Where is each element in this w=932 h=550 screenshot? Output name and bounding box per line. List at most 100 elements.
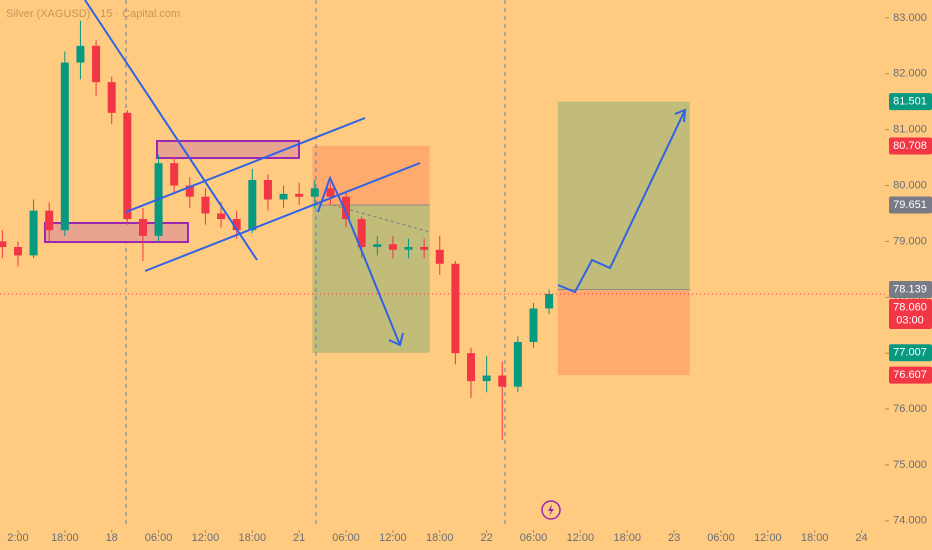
candle-body bbox=[357, 219, 366, 247]
x-tick-label: 18:00 bbox=[613, 532, 641, 544]
y-tick-label: 79.000 bbox=[893, 235, 927, 247]
candle-body bbox=[29, 210, 38, 256]
candle-body bbox=[217, 213, 226, 220]
candle-body bbox=[388, 244, 397, 250]
projection-arrow bbox=[317, 175, 401, 346]
x-tick-label: 06:00 bbox=[520, 532, 548, 544]
target-zone bbox=[312, 205, 430, 353]
x-tick-label: 12:00 bbox=[379, 532, 407, 544]
y-tick-label: 75.000 bbox=[893, 459, 927, 471]
price-tag-label: 77.007 bbox=[893, 347, 927, 359]
channel-line bbox=[144, 162, 421, 272]
chart-title: Silver (XAGUSD) · 15 · Capital.com bbox=[6, 8, 180, 20]
y-tick-label: 76.000 bbox=[893, 403, 927, 415]
x-tick-label: 06:00 bbox=[707, 532, 735, 544]
y-tick-label: 81.000 bbox=[893, 124, 927, 136]
price-tag-label: 80.708 bbox=[893, 140, 927, 152]
x-tick-label: 06:00 bbox=[145, 532, 173, 544]
arrow-head bbox=[674, 108, 687, 123]
y-tick-label: 82.000 bbox=[893, 68, 927, 80]
candle-body bbox=[513, 342, 522, 387]
x-tick-label: 12:00 bbox=[567, 532, 595, 544]
candle-body bbox=[13, 247, 22, 256]
candle-body bbox=[420, 247, 429, 250]
x-tick-label: 18:00 bbox=[801, 532, 829, 544]
x-tick-label: 22 bbox=[481, 532, 493, 544]
stop-zone bbox=[557, 289, 690, 376]
zone-box bbox=[44, 222, 189, 243]
candle-body bbox=[295, 193, 304, 197]
candle-body bbox=[373, 244, 382, 247]
x-tick-label: 12:00 bbox=[192, 532, 220, 544]
price-axis-bg bbox=[885, 0, 932, 550]
icon-bolt bbox=[548, 504, 554, 516]
candle-body bbox=[404, 247, 413, 250]
candle-body bbox=[435, 249, 444, 264]
candle-body bbox=[279, 193, 288, 200]
candle-body bbox=[342, 196, 351, 220]
x-tick-label: 18:00 bbox=[51, 532, 79, 544]
candle-body bbox=[545, 293, 554, 309]
price-tag-label: 78.139 bbox=[893, 283, 927, 295]
arrow-head bbox=[388, 332, 404, 347]
y-tick-label: 83.000 bbox=[893, 12, 927, 24]
candle-body bbox=[529, 308, 538, 342]
y-tick-label: 74.000 bbox=[893, 515, 927, 527]
candle-body bbox=[451, 263, 460, 354]
x-tick-label: 18 bbox=[106, 532, 118, 544]
x-tick-label: 2:00 bbox=[7, 532, 28, 544]
candle-body bbox=[467, 353, 476, 382]
candle-body bbox=[263, 179, 272, 200]
price-tag bbox=[889, 137, 932, 155]
candle-body bbox=[60, 62, 69, 231]
lightning-icon bbox=[541, 500, 561, 520]
countdown-label: 03:00 bbox=[896, 314, 924, 326]
x-tick-label: 21 bbox=[293, 532, 305, 544]
price-tag bbox=[889, 366, 932, 384]
y-tick-label: 80.000 bbox=[893, 179, 927, 191]
price-tag bbox=[889, 93, 932, 111]
projection-arrow bbox=[557, 109, 686, 294]
candle-body bbox=[201, 196, 210, 214]
candle-body bbox=[138, 219, 147, 236]
zone-box bbox=[156, 140, 300, 159]
trend-line bbox=[84, 0, 258, 261]
candle-body bbox=[498, 375, 507, 387]
candle-body bbox=[76, 45, 85, 63]
candle-body bbox=[482, 375, 491, 382]
target-zone bbox=[557, 101, 690, 290]
x-tick-label: 12:00 bbox=[754, 532, 782, 544]
candle-body bbox=[123, 112, 132, 220]
candle-body bbox=[107, 82, 116, 113]
candle-body bbox=[232, 219, 241, 231]
x-tick-label: 23 bbox=[668, 532, 680, 544]
candle-body bbox=[45, 210, 54, 231]
candle-body bbox=[185, 185, 194, 197]
x-tick-label: 06:00 bbox=[332, 532, 360, 544]
price-tag bbox=[889, 344, 932, 362]
x-tick-label: 18:00 bbox=[426, 532, 454, 544]
channel-line bbox=[125, 117, 366, 213]
candle-body bbox=[0, 241, 7, 247]
x-tick-label: 24 bbox=[855, 532, 867, 544]
price-tag bbox=[889, 299, 932, 330]
drawings-under bbox=[44, 140, 431, 243]
candle-body bbox=[310, 188, 319, 197]
drawings bbox=[84, 0, 687, 347]
position-zones bbox=[312, 101, 690, 376]
price-tag bbox=[889, 196, 932, 214]
guide-line bbox=[332, 204, 431, 233]
price-tag-label: 81.501 bbox=[893, 96, 927, 108]
x-tick-label: 18:00 bbox=[239, 532, 267, 544]
candle-body bbox=[170, 163, 179, 186]
candle-body bbox=[92, 45, 101, 83]
candle-body bbox=[326, 188, 335, 197]
price-tag-label: 78.060 bbox=[893, 301, 927, 313]
candle-body bbox=[248, 179, 257, 231]
price-tag bbox=[889, 281, 932, 299]
price-tag-label: 79.651 bbox=[893, 199, 927, 211]
